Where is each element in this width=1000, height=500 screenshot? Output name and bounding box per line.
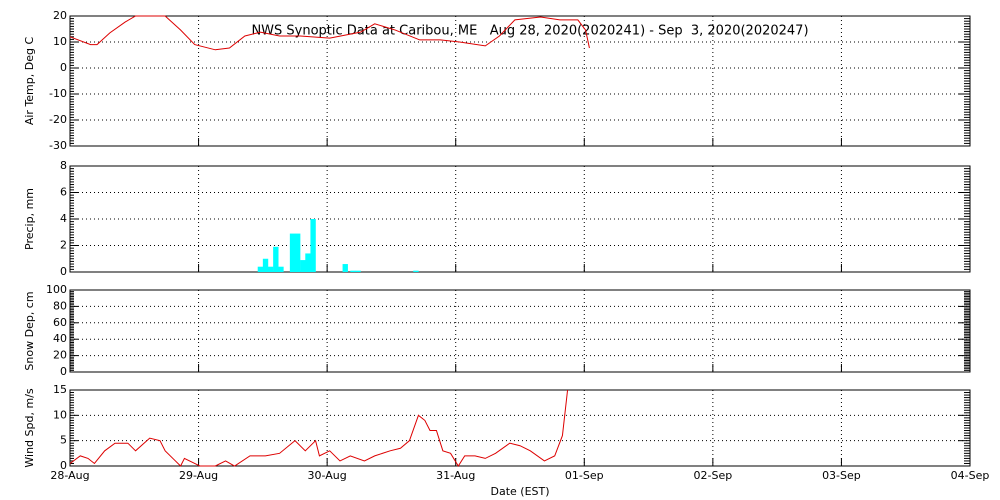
data-line [69,15,590,51]
x-tick-label: 04-Sep [951,469,990,482]
y-tick-label: 40 [53,332,67,345]
bar [257,266,264,272]
bar [300,260,306,272]
y-tick-label: 60 [53,316,67,329]
x-tick-label: 29-Aug [179,469,218,482]
bar [289,233,296,272]
y-tick-label: 20 [53,9,67,22]
y-tick-label: 100 [46,283,67,296]
bar [342,264,348,272]
x-tick-label: 03-Sep [822,469,861,482]
y-tick-label: 6 [60,186,67,199]
bar [310,219,316,272]
x-axis-label: Date (EST) [490,485,549,498]
y-tick-label: -30 [49,139,67,152]
y-tick-label: 80 [53,299,67,312]
y-axis-label: Snow Dep, cm [23,291,36,370]
y-axis-label: Precip, mm [23,188,36,250]
y-tick-label: 20 [53,349,67,362]
x-tick-label: 28-Aug [50,469,89,482]
x-tick-label: 02-Sep [694,469,733,482]
y-tick-label: 0 [60,365,67,378]
bar [262,258,269,272]
x-tick-label: 31-Aug [436,469,475,482]
y-tick-label: 0 [60,61,67,74]
data-line [69,389,569,467]
bar [413,270,419,272]
y-tick-label: 10 [53,35,67,48]
y-tick-label: 4 [60,212,67,225]
y-axis-label: Wind Spd, m/s [23,388,36,468]
y-tick-label: 8 [60,159,67,172]
y-tick-label: -10 [49,87,67,100]
bar [350,270,356,272]
bar [295,233,301,272]
y-tick-label: 10 [53,408,67,421]
y-tick-label: 0 [60,265,67,278]
y-tick-label: 5 [60,434,67,447]
y-tick-label: 2 [60,239,67,252]
bar [355,270,361,272]
x-tick-label: 01-Sep [565,469,604,482]
y-tick-label: 15 [53,383,67,396]
y-axis-label: Air Temp, Deg C [23,37,36,126]
chart-title: NWS Synoptic Data at Caribou, ME Aug 28,… [251,24,808,39]
y-tick-label: -20 [49,113,67,126]
y-tick-label: 0 [60,459,67,472]
bar [278,266,284,272]
bar [305,253,311,272]
bar [268,266,274,272]
x-tick-label: 30-Aug [308,469,347,482]
bar [273,246,279,272]
